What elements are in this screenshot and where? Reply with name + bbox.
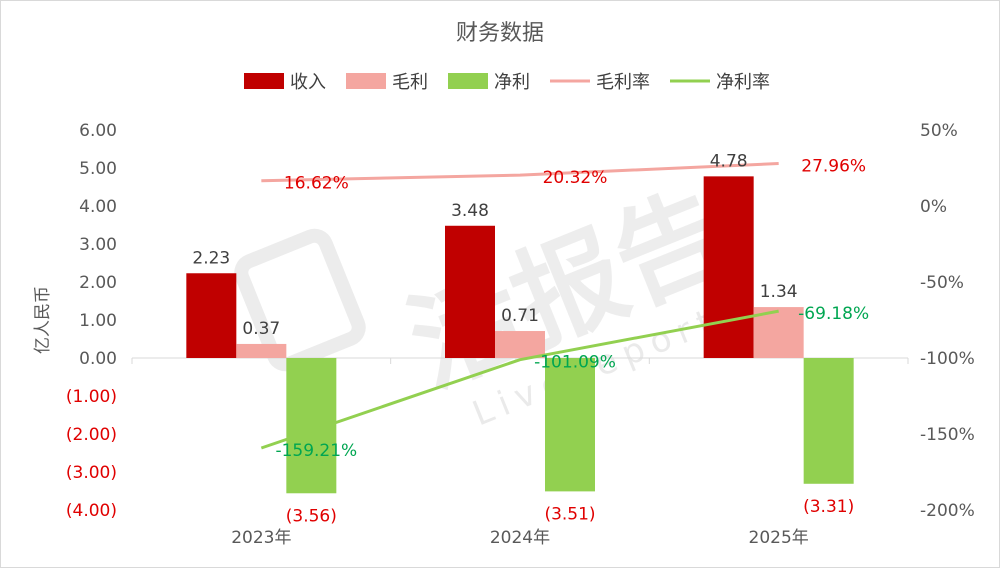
line-data-label: -69.18% xyxy=(798,304,869,324)
right-tick-label: -50% xyxy=(920,273,964,293)
bar-data-label: 0.37 xyxy=(242,319,280,339)
line-data-label: 20.32% xyxy=(543,168,608,188)
left-tick-label: (1.00) xyxy=(66,387,117,407)
line-data-label: -101.09% xyxy=(534,353,616,373)
left-tick-label: 0.00 xyxy=(79,349,117,369)
right-tick-label: 0% xyxy=(920,197,947,217)
left-axis: 6.00 5.00 4.00 3.00 2.00 1.00 0.00 (1.00) (2.00)… xyxy=(66,121,117,521)
legend-label: 净利率 xyxy=(716,72,770,93)
legend-swatch xyxy=(448,73,488,89)
line-净利率 xyxy=(260,309,779,450)
bar-data-label: 1.34 xyxy=(760,282,798,302)
bar-收入 xyxy=(703,176,754,358)
y-axis-label: 亿人民币 xyxy=(33,286,53,354)
left-tick-label: 6.00 xyxy=(79,121,117,141)
legend-label: 净利 xyxy=(494,72,530,93)
legend-swatch xyxy=(346,73,386,89)
bar-收入 xyxy=(445,225,495,358)
legend-swatch xyxy=(244,73,284,89)
bar-data-label: (3.51) xyxy=(544,504,595,524)
left-tick-label: 1.00 xyxy=(79,311,117,331)
rate-lines xyxy=(260,162,779,450)
bar-毛利 xyxy=(236,343,287,358)
bar-data-label: 0.71 xyxy=(501,306,539,326)
legend-label: 毛利率 xyxy=(596,72,650,93)
right-tick-label: 50% xyxy=(920,121,958,141)
right-tick-label: -100% xyxy=(920,349,975,369)
data-labels: 2.23 3.48 4.78 0.37 0.71 1.34 (3.56) (3.51) (3.3… xyxy=(192,151,869,526)
x-tick-label: 2025年 xyxy=(749,528,809,548)
left-tick-label: (4.00) xyxy=(66,501,117,521)
right-tick-label: -200% xyxy=(920,501,975,521)
bar-data-label: (3.56) xyxy=(286,506,337,526)
bar-data-label: (3.31) xyxy=(803,497,854,517)
left-tick-label: 2.00 xyxy=(79,273,117,293)
right-axis: 50% 0% -50% -100% -150% -200% xyxy=(920,121,975,521)
bar-data-label: 4.78 xyxy=(710,151,748,171)
legend: 收入 毛利 净利 毛利率 净利率 xyxy=(244,72,770,93)
bar-净利 xyxy=(545,358,595,492)
x-tick-label: 2023年 xyxy=(231,528,291,548)
watermark-logo xyxy=(234,228,366,372)
legend-label: 收入 xyxy=(290,72,326,93)
x-axis: 2023年 2024年 2025年 xyxy=(131,358,909,548)
left-tick-label: 3.00 xyxy=(79,235,117,255)
bar-收入 xyxy=(186,273,237,358)
x-tick-label: 2024年 xyxy=(490,528,550,548)
line-data-label: -159.21% xyxy=(275,441,357,461)
bar-data-label: 2.23 xyxy=(192,248,230,268)
legend-label: 毛利 xyxy=(392,72,428,93)
line-毛利率 xyxy=(261,162,779,183)
left-tick-label: (3.00) xyxy=(66,463,117,483)
right-tick-label: -150% xyxy=(920,425,975,445)
bar-data-label: 3.48 xyxy=(451,201,489,221)
bar-毛利 xyxy=(495,331,545,358)
left-tick-label: (2.00) xyxy=(66,425,117,445)
chart-title: 财务数据 xyxy=(456,21,544,46)
line-data-label: 27.96% xyxy=(801,157,866,177)
bar-净利 xyxy=(803,358,854,484)
line-data-label: 16.62% xyxy=(284,174,349,194)
left-tick-label: 5.00 xyxy=(79,159,117,179)
left-tick-label: 4.00 xyxy=(79,197,117,217)
